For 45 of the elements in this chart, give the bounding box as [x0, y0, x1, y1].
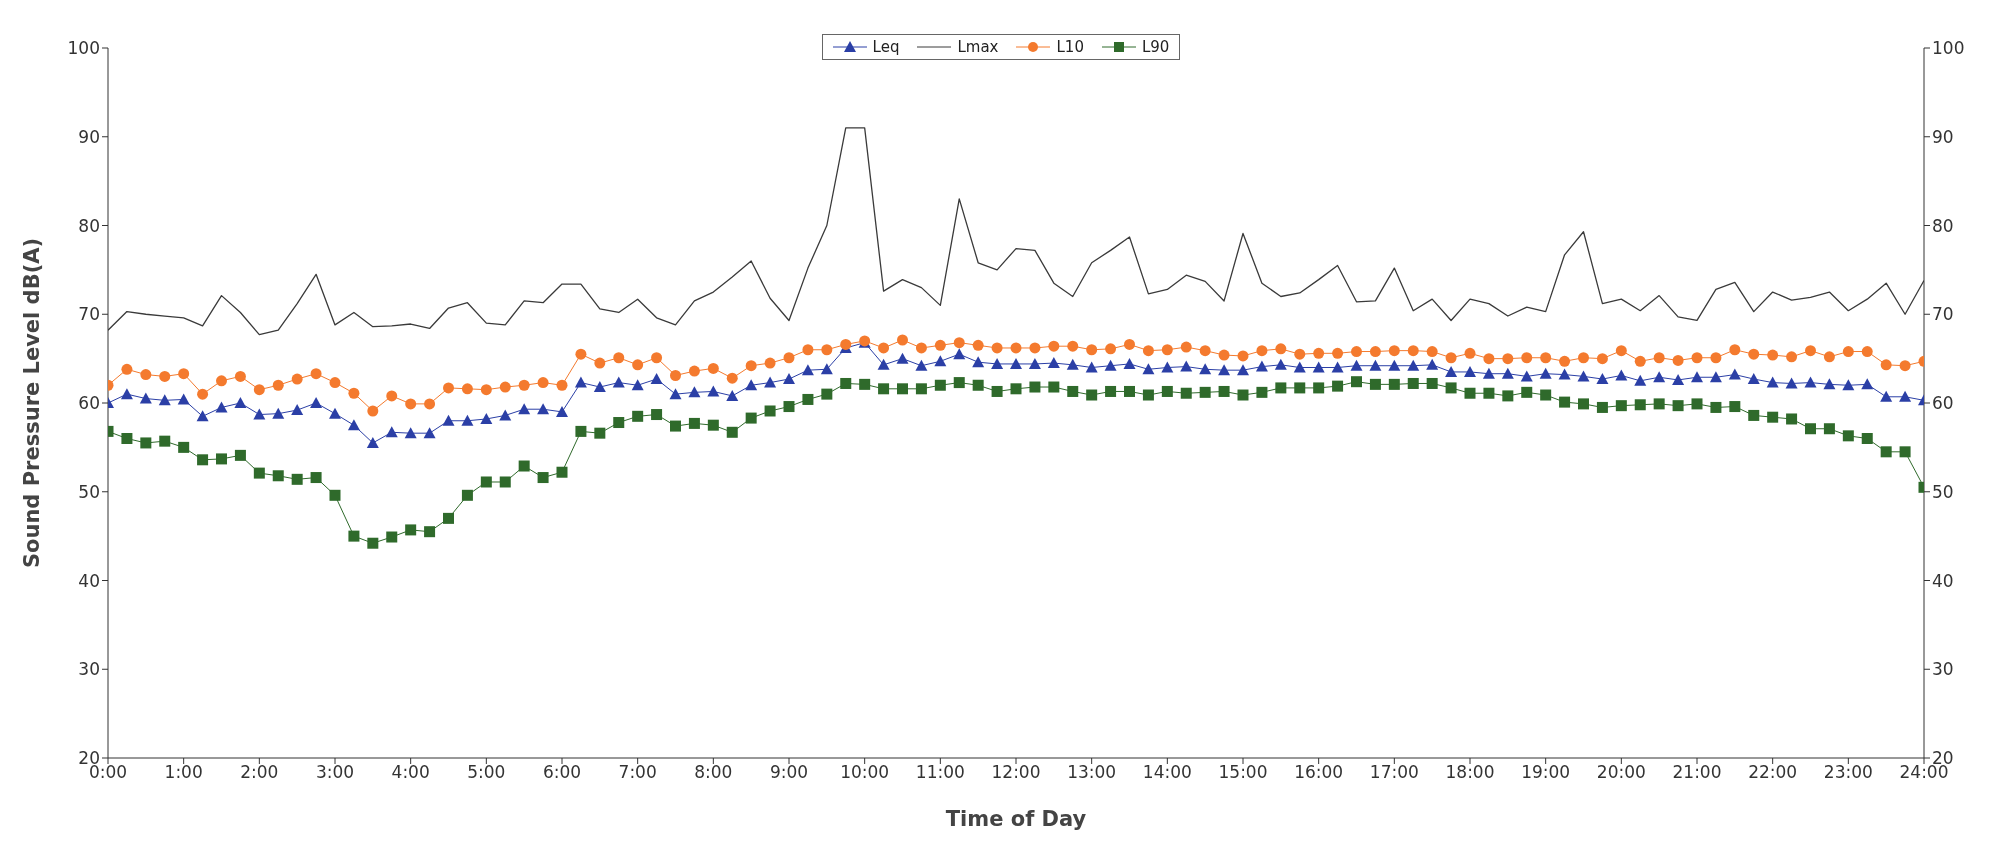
- y-axis-title: Sound Pressure Level dB(A): [20, 237, 45, 569]
- y-tick-label: 70: [78, 304, 100, 325]
- x-tick-label: 9:00: [769, 762, 809, 783]
- x-tick-label: 11:00: [915, 762, 965, 783]
- x-axis-title: Time of Day: [945, 807, 1087, 831]
- y-tick-label: 30: [78, 659, 100, 680]
- x-tick-label: 17:00: [1369, 762, 1419, 783]
- x-tick-label: 19:00: [1521, 762, 1571, 783]
- x-tick-label: 8:00: [694, 762, 733, 783]
- legend-label: Leq: [872, 38, 900, 56]
- y-tick-label: 60: [78, 393, 100, 414]
- x-tick-label: 6:00: [542, 762, 582, 783]
- legend-label: L10: [1056, 38, 1084, 56]
- x-tick-label: 5:00: [467, 762, 506, 783]
- x-tick-label: 14:00: [1142, 762, 1192, 783]
- x-tick-label: 13:00: [1067, 762, 1117, 783]
- x-tick-label: 20:00: [1596, 762, 1646, 783]
- y-tick-label: 40: [78, 570, 100, 591]
- legend-label: Lmax: [957, 38, 999, 56]
- y-tick-label: 90: [78, 126, 100, 147]
- x-tick-label: 18:00: [1445, 762, 1495, 783]
- x-tick-label: 10:00: [840, 762, 890, 783]
- y2-tick-label: 90: [1932, 126, 1954, 147]
- x-tick-label: 16:00: [1294, 762, 1344, 783]
- y2-tick-label: 40: [1932, 570, 1954, 591]
- x-tick-label: 23:00: [1823, 762, 1873, 783]
- x-tick-label: 3:00: [315, 762, 355, 783]
- x-tick-label: 4:00: [391, 762, 430, 783]
- x-tick-label: 7:00: [618, 762, 657, 783]
- x-tick-label: 1:00: [164, 762, 203, 783]
- y2-tick-label: 30: [1932, 659, 1954, 680]
- x-tick-label: 15:00: [1218, 762, 1268, 783]
- x-tick-label: 2:00: [240, 762, 279, 783]
- x-tick-label: 21:00: [1672, 762, 1722, 783]
- y2-tick-label: 70: [1932, 304, 1954, 325]
- y-tick-label: 50: [78, 481, 100, 502]
- legend-label: L90: [1141, 38, 1170, 56]
- y2-tick-label: 60: [1932, 393, 1954, 414]
- x-tick-label: 12:00: [991, 762, 1041, 783]
- y-tick-label: 80: [78, 215, 100, 236]
- x-tick-label: 22:00: [1748, 762, 1798, 783]
- y2-tick-label: 100: [1932, 38, 1965, 59]
- y2-tick-label: 50: [1932, 481, 1954, 502]
- y-tick-label: 100: [67, 38, 100, 59]
- y2-tick-label: 80: [1932, 215, 1954, 236]
